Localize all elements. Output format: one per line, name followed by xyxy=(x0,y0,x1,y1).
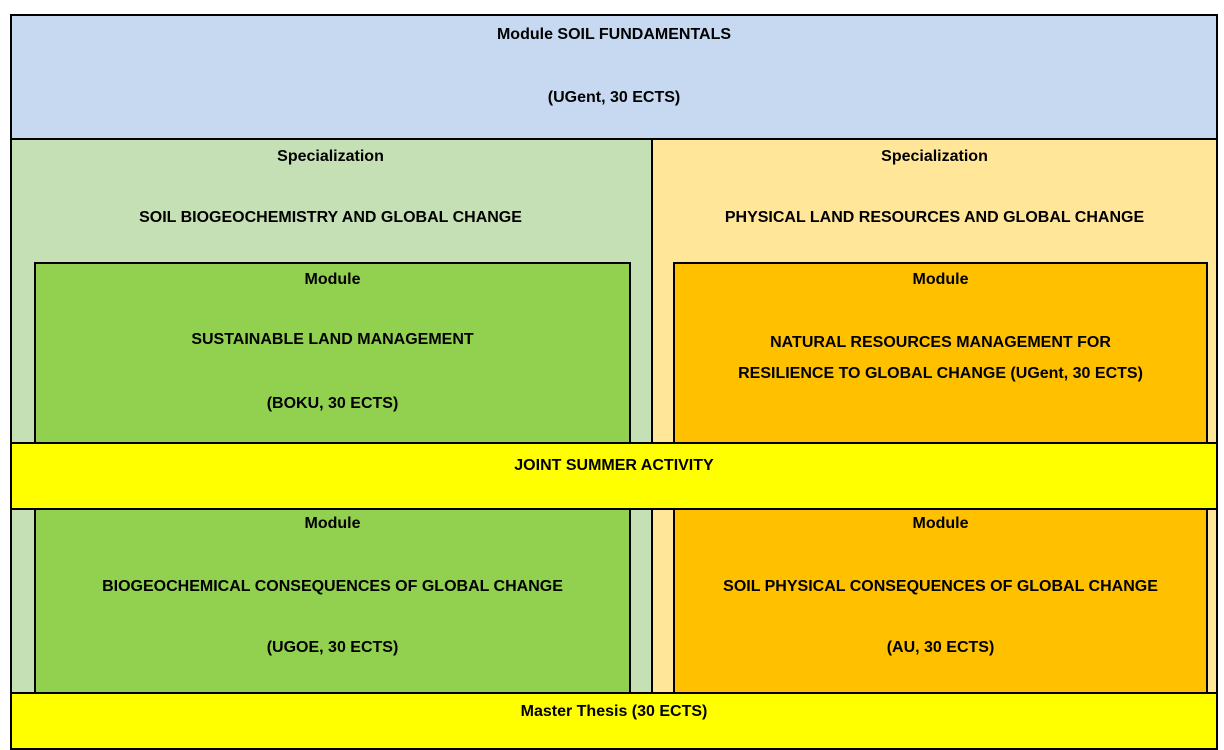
module-name: RESILIENCE TO GLOBAL CHANGE (UGent, 30 E… xyxy=(738,365,1143,382)
module-credits: (AU, 30 ECTS) xyxy=(886,639,995,656)
module-box xyxy=(673,508,1208,694)
module-label: Module xyxy=(912,271,969,288)
specialization-label: Specialization xyxy=(881,148,988,165)
module-name: SUSTAINABLE LAND MANAGEMENT xyxy=(191,331,474,348)
specialization-name: SOIL BIOGEOCHEMISTRY AND GLOBAL CHANGE xyxy=(139,209,522,226)
module-box xyxy=(34,262,631,444)
module-label: Module xyxy=(304,271,361,288)
specialization-name: PHYSICAL LAND RESOURCES AND GLOBAL CHANG… xyxy=(724,209,1145,226)
module-label: Module xyxy=(912,515,969,532)
module-name: SOIL PHYSICAL CONSEQUENCES OF GLOBAL CHA… xyxy=(723,578,1158,595)
module-credits: (UGOE, 30 ECTS) xyxy=(266,639,399,656)
fundamentals-title: Module SOIL FUNDAMENTALS xyxy=(496,26,732,43)
module-box xyxy=(673,262,1208,444)
module-label: Module xyxy=(304,515,361,532)
module-credits: (BOKU, 30 ECTS) xyxy=(266,395,399,412)
fundamentals-subtitle: (UGent, 30 ECTS) xyxy=(547,89,681,106)
specialization-label: Specialization xyxy=(277,148,384,165)
thesis-label: Master Thesis (30 ECTS) xyxy=(520,703,708,720)
module-name: NATURAL RESOURCES MANAGEMENT FOR xyxy=(770,334,1111,351)
module-box xyxy=(34,508,631,694)
fundamentals-box xyxy=(10,14,1218,140)
summer-box xyxy=(10,442,1218,510)
module-name: BIOGEOCHEMICAL CONSEQUENCES OF GLOBAL CH… xyxy=(102,578,563,595)
summer-label: JOINT SUMMER ACTIVITY xyxy=(514,457,714,474)
